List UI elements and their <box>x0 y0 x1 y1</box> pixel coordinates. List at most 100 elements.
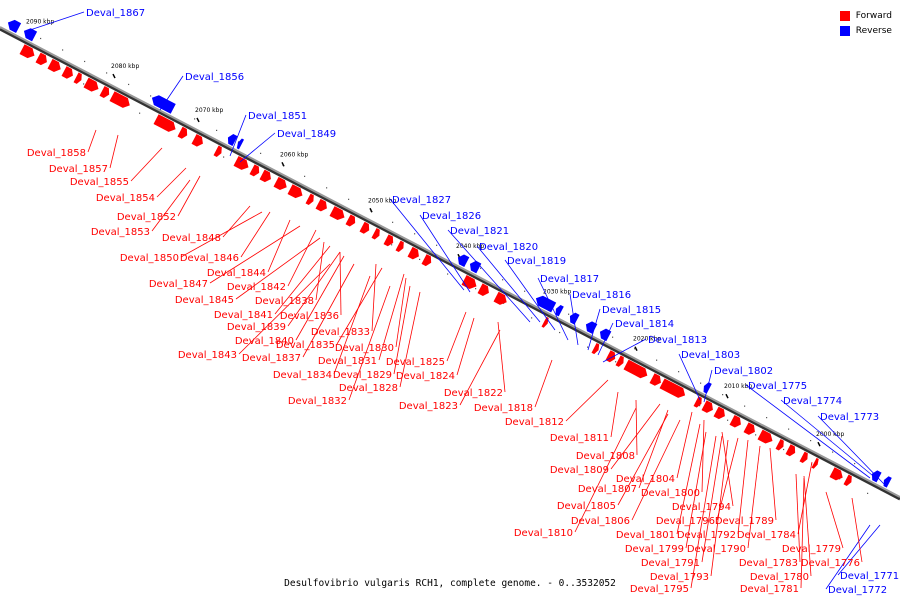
legend-reverse: Reverse <box>839 23 892 38</box>
forward-gene-arrow <box>73 72 82 84</box>
forward-gene-arrow <box>19 44 35 59</box>
forward-gene-arrow <box>177 126 188 139</box>
reverse-gene-arrow <box>7 19 22 33</box>
forward-gene-arrow <box>701 400 713 413</box>
legend-forward-label: Forward <box>855 10 892 21</box>
forward-gene-label: Deval_1783 <box>739 558 798 569</box>
forward-gene-arrow <box>407 246 419 260</box>
gene-shape <box>191 134 203 147</box>
forward-gene-arrow <box>713 406 725 420</box>
forward-gene-arrow <box>757 429 773 444</box>
gene-shape <box>305 193 314 206</box>
leader-line <box>610 391 619 438</box>
forward-gene-arrow <box>305 193 314 206</box>
leader-line <box>617 413 669 506</box>
leader-line <box>825 491 844 549</box>
gene-shape <box>153 114 176 132</box>
forward-gene-arrow <box>461 275 477 289</box>
forward-gene-label: Deval_1830 <box>335 343 394 354</box>
gene-shape <box>569 312 580 325</box>
leader-line <box>302 263 355 358</box>
reverse-gene-label: Deval_1772 <box>828 585 887 596</box>
leader-line <box>130 147 163 182</box>
leader-line <box>803 475 812 577</box>
forward-gene-label: Deval_1795 <box>630 584 689 595</box>
leader-line <box>87 129 97 153</box>
leader-line <box>29 11 85 31</box>
forward-gene-arrow <box>659 378 686 398</box>
track-dot <box>480 267 482 269</box>
forward-gene-arrow <box>477 283 489 296</box>
forward-gene-label: Deval_1843 <box>178 350 237 361</box>
reverse-gene-label: Deval_1821 <box>450 226 509 237</box>
leader-line <box>287 229 317 287</box>
gene-shape <box>407 246 419 260</box>
legend-reverse-label: Reverse <box>855 25 892 36</box>
reverse-gene-arrow <box>227 134 238 147</box>
gene-shape <box>829 467 843 481</box>
forward-gene-arrow <box>623 359 648 379</box>
forward-gene-arrow <box>359 221 370 234</box>
forward-gene-label: Deval_1828 <box>339 383 398 394</box>
gene-shape <box>19 44 35 59</box>
forward-gene-arrow <box>345 214 356 227</box>
gene-shape <box>273 176 287 190</box>
forward-gene-arrow <box>395 240 404 253</box>
track-dot <box>392 221 394 223</box>
forward-gene-arrow <box>99 86 110 98</box>
forward-gene-label: Deval_1832 <box>288 396 347 407</box>
leader-line <box>747 445 761 549</box>
legend-reverse-swatch <box>839 25 850 36</box>
forward-gene-label: Deval_1818 <box>474 403 533 414</box>
forward-gene-label: Deval_1847 <box>149 279 208 290</box>
reverse-gene-label: Deval_1814 <box>615 319 674 330</box>
track-dot <box>419 258 421 261</box>
leader-line <box>222 205 251 238</box>
track-dot <box>788 428 790 430</box>
track-dot <box>531 317 533 319</box>
forward-gene-arrow <box>287 184 303 199</box>
scale-tick <box>196 117 200 123</box>
forward-gene-label: Deval_1780 <box>750 572 809 583</box>
track-dot <box>699 405 701 407</box>
gene-shape <box>109 91 130 108</box>
forward-gene-label: Deval_1812 <box>505 417 564 428</box>
forward-gene-label: Deval_1799 <box>625 544 684 555</box>
forward-gene-label: Deval_1855 <box>70 177 129 188</box>
reverse-gene-label: Deval_1815 <box>602 305 661 316</box>
leader-line <box>797 461 813 535</box>
reverse-gene-label: Deval_1774 <box>783 396 842 407</box>
scale-tick-label: 2020 kbp <box>633 336 661 343</box>
forward-gene-arrow <box>775 439 784 451</box>
forward-gene-label: Deval_1779 <box>782 544 841 555</box>
leader-line <box>701 419 705 493</box>
scale-tick-label: 2010 kbp <box>724 383 752 390</box>
track-dot <box>727 419 729 421</box>
gene-shape <box>61 66 73 79</box>
track-dot <box>84 60 86 63</box>
forward-gene-label: Deval_1834 <box>273 370 332 381</box>
track-dot <box>475 288 477 290</box>
forward-gene-arrow <box>109 91 130 108</box>
reverse-gene-label: Deval_1826 <box>422 211 481 222</box>
gene-shape <box>701 400 713 413</box>
gene-shape <box>799 451 808 463</box>
leader-line <box>676 423 701 535</box>
reverse-gene-label: Deval_1851 <box>248 111 307 122</box>
forward-gene-arrow <box>213 145 222 157</box>
track-dot <box>678 371 680 373</box>
scale-tick <box>112 73 116 79</box>
gene-shape <box>23 28 38 42</box>
reverse-gene-label: Deval_1773 <box>820 412 879 423</box>
reverse-gene-label: Deval_1819 <box>507 256 566 267</box>
gene-shape <box>83 77 99 92</box>
forward-gene-label: Deval_1852 <box>117 212 176 223</box>
forward-gene-label: Deval_1833 <box>311 327 370 338</box>
gene-shape <box>457 254 470 268</box>
forward-gene-arrow <box>649 373 661 386</box>
gene-shape <box>227 134 238 147</box>
track-dot <box>326 187 328 189</box>
gene-shape <box>371 228 380 240</box>
leader-line <box>817 415 885 485</box>
